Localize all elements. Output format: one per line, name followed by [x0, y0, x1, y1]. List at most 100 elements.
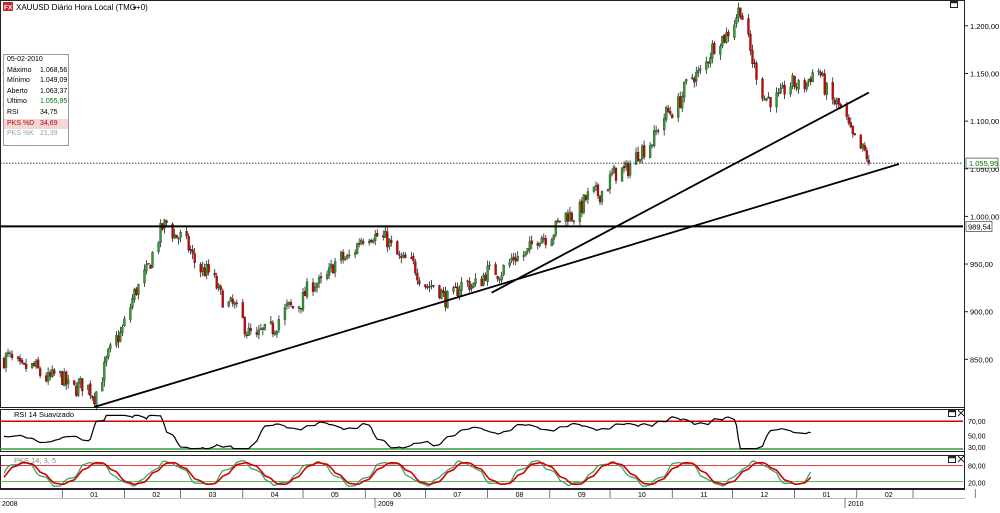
candle	[360, 237, 363, 245]
candle	[789, 82, 792, 97]
candle	[362, 238, 365, 246]
candle	[508, 258, 511, 268]
candle	[396, 239, 399, 255]
candle	[598, 195, 602, 205]
candle	[570, 211, 574, 223]
info-value: 1.068,56	[40, 66, 68, 74]
candle	[681, 91, 684, 112]
candle	[313, 282, 317, 293]
candle	[179, 229, 182, 243]
candle	[123, 316, 126, 327]
candle	[552, 234, 555, 245]
candle	[386, 226, 389, 253]
candle	[149, 264, 152, 269]
candle	[482, 272, 485, 287]
candle	[18, 354, 22, 365]
pks-panel	[0, 455, 965, 489]
candle	[466, 279, 469, 287]
candle	[388, 238, 391, 250]
rsi-close-icon[interactable]	[957, 409, 965, 417]
candle	[63, 368, 66, 387]
candle	[685, 78, 688, 85]
candle	[354, 249, 357, 259]
candle	[837, 97, 840, 110]
candle	[115, 331, 118, 348]
info-row-pks-k: PKS %K 21,39	[4, 129, 68, 140]
candle	[432, 284, 435, 288]
candle	[769, 96, 772, 113]
candle	[556, 217, 559, 224]
candle	[36, 356, 40, 369]
candle	[235, 299, 238, 308]
candle	[634, 147, 638, 165]
candle	[241, 298, 244, 319]
candle	[544, 235, 547, 249]
logo-text: FX	[4, 5, 13, 12]
ohlc-info-box: 05-02-2010 Máximo 1.068,56 Mínimo 1.049,09…	[3, 54, 69, 146]
candle	[667, 104, 670, 113]
candle	[817, 68, 820, 76]
candle	[751, 44, 754, 68]
candle	[803, 77, 806, 93]
candle	[147, 263, 150, 265]
svg-text:900,00: 900,00	[970, 308, 993, 317]
info-row-rsi: RSI 34,75	[4, 108, 68, 119]
candle	[345, 253, 349, 260]
candle	[498, 277, 501, 284]
info-row-min: Mínimo 1.049,09	[4, 76, 68, 87]
candle	[564, 212, 568, 227]
candle	[624, 159, 628, 171]
trendline-2[interactable]	[491, 91, 870, 294]
candle	[217, 283, 220, 292]
info-label: RSI	[7, 108, 19, 116]
candle	[580, 197, 584, 218]
candle	[221, 288, 224, 308]
info-label: PKS %D	[7, 119, 35, 127]
candle	[679, 91, 682, 109]
candle	[460, 276, 463, 297]
candle	[93, 392, 96, 408]
candle	[596, 182, 600, 199]
candle	[849, 117, 852, 129]
trendline-1[interactable]	[94, 163, 900, 408]
svg-text:989,54: 989,54	[968, 222, 991, 231]
candle	[610, 168, 614, 177]
candle	[763, 95, 766, 101]
price-tick: 900,00	[964, 308, 993, 317]
rsi-tick: 30,00	[968, 445, 986, 452]
year-tick: 2008	[2, 501, 18, 508]
candle	[767, 92, 770, 99]
candle	[452, 285, 455, 295]
maximize-price-panel-button[interactable]	[950, 1, 958, 8]
candle	[171, 222, 174, 242]
candle	[807, 78, 810, 87]
candle	[81, 378, 84, 397]
candle	[735, 14, 738, 28]
candle	[275, 330, 279, 338]
candle	[480, 275, 483, 287]
candle	[269, 315, 273, 325]
price-tick: 1.050,00	[964, 165, 999, 174]
svg-text:850,00: 850,00	[970, 355, 993, 364]
candle	[510, 253, 513, 264]
pks-d-line	[3, 461, 812, 486]
candle	[6, 348, 10, 358]
candle	[614, 167, 618, 184]
candle	[472, 282, 475, 289]
candle	[109, 342, 112, 353]
title-menu-chevron-down-icon[interactable]: ▾	[133, 5, 137, 12]
candle	[8, 350, 12, 358]
candle	[89, 380, 92, 400]
rsi-maximize-button[interactable]	[948, 410, 956, 417]
candle	[853, 133, 856, 136]
candle	[568, 206, 572, 222]
candle	[287, 301, 291, 309]
candle	[22, 362, 26, 366]
candle	[61, 370, 64, 386]
pks-tick: 80,00	[968, 463, 986, 470]
candle	[781, 82, 784, 89]
candle	[695, 66, 698, 87]
pks-maximize-button[interactable]	[948, 456, 956, 463]
pks-close-icon[interactable]	[957, 455, 965, 463]
